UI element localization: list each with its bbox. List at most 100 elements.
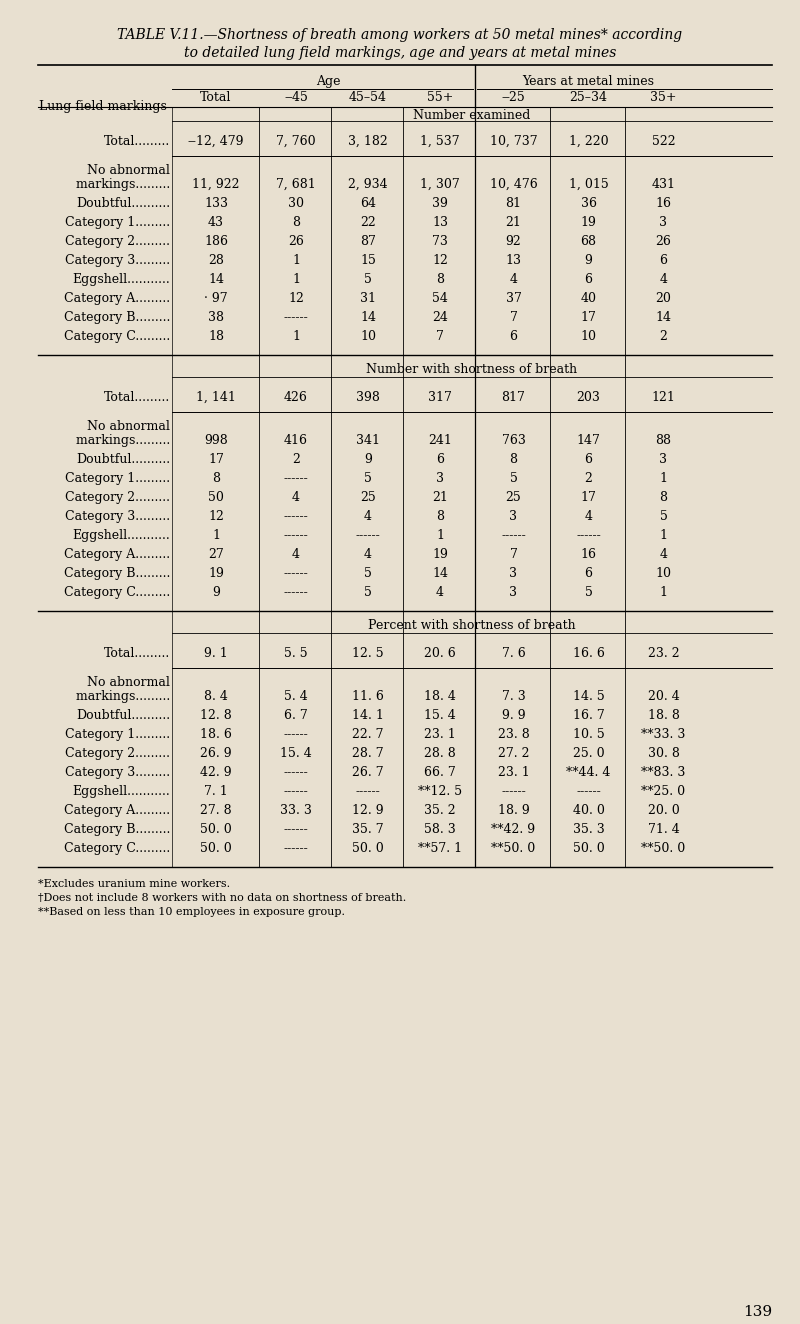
Text: 10: 10 bbox=[581, 330, 597, 343]
Text: Lung field markings: Lung field markings bbox=[39, 101, 167, 113]
Text: 20. 6: 20. 6 bbox=[424, 647, 456, 659]
Text: **33. 3: **33. 3 bbox=[642, 728, 686, 741]
Text: 28. 7: 28. 7 bbox=[352, 747, 384, 760]
Text: Eggshell...........: Eggshell........... bbox=[72, 785, 170, 798]
Text: 39: 39 bbox=[432, 197, 448, 211]
Text: 431: 431 bbox=[651, 177, 675, 191]
Text: 8: 8 bbox=[510, 453, 518, 466]
Text: 12. 5: 12. 5 bbox=[352, 647, 384, 659]
Text: 4: 4 bbox=[292, 548, 300, 561]
Text: 998: 998 bbox=[204, 434, 228, 448]
Text: 13: 13 bbox=[506, 254, 522, 267]
Text: markings.........: markings......... bbox=[68, 690, 170, 703]
Text: 23. 1: 23. 1 bbox=[424, 728, 456, 741]
Text: ------: ------ bbox=[284, 587, 308, 598]
Text: 14. 1: 14. 1 bbox=[352, 708, 384, 722]
Text: 12. 9: 12. 9 bbox=[352, 804, 384, 817]
Text: 87: 87 bbox=[360, 234, 376, 248]
Text: **42. 9: **42. 9 bbox=[491, 824, 535, 835]
Text: **57. 1: **57. 1 bbox=[418, 842, 462, 855]
Text: Category A.........: Category A......... bbox=[64, 804, 170, 817]
Text: 1: 1 bbox=[292, 254, 300, 267]
Text: 27. 8: 27. 8 bbox=[200, 804, 232, 817]
Text: 40. 0: 40. 0 bbox=[573, 804, 605, 817]
Text: Eggshell...........: Eggshell........... bbox=[72, 273, 170, 286]
Text: 30. 8: 30. 8 bbox=[647, 747, 679, 760]
Text: 26. 7: 26. 7 bbox=[352, 767, 384, 779]
Text: 50. 0: 50. 0 bbox=[352, 842, 384, 855]
Text: 6. 7: 6. 7 bbox=[284, 708, 308, 722]
Text: 18. 8: 18. 8 bbox=[647, 708, 679, 722]
Text: ------: ------ bbox=[284, 530, 308, 542]
Text: 19: 19 bbox=[208, 567, 224, 580]
Text: 25: 25 bbox=[506, 491, 522, 504]
Text: 9: 9 bbox=[212, 587, 220, 598]
Text: 43: 43 bbox=[208, 216, 224, 229]
Text: 16. 6: 16. 6 bbox=[573, 647, 605, 659]
Text: **12. 5: **12. 5 bbox=[418, 785, 462, 798]
Text: 1, 141: 1, 141 bbox=[196, 391, 236, 404]
Text: 1: 1 bbox=[659, 530, 667, 542]
Text: 10, 476: 10, 476 bbox=[490, 177, 538, 191]
Text: ------: ------ bbox=[501, 530, 526, 542]
Text: 17: 17 bbox=[208, 453, 224, 466]
Text: 27: 27 bbox=[208, 548, 224, 561]
Text: ------: ------ bbox=[284, 785, 308, 798]
Text: 522: 522 bbox=[652, 135, 675, 148]
Text: 416: 416 bbox=[284, 434, 308, 448]
Text: 7, 760: 7, 760 bbox=[276, 135, 316, 148]
Text: 2: 2 bbox=[292, 453, 300, 466]
Text: 58. 3: 58. 3 bbox=[424, 824, 456, 835]
Text: 23. 8: 23. 8 bbox=[498, 728, 530, 741]
Text: 4: 4 bbox=[364, 548, 372, 561]
Text: 1: 1 bbox=[292, 273, 300, 286]
Text: 1, 537: 1, 537 bbox=[420, 135, 460, 148]
Text: ------: ------ bbox=[284, 728, 308, 741]
Text: 10: 10 bbox=[360, 330, 376, 343]
Text: †Does not include 8 workers with no data on shortness of breath.: †Does not include 8 workers with no data… bbox=[38, 892, 406, 903]
Text: 14. 5: 14. 5 bbox=[573, 690, 604, 703]
Text: 23. 2: 23. 2 bbox=[648, 647, 679, 659]
Text: 1: 1 bbox=[659, 471, 667, 485]
Text: 18. 9: 18. 9 bbox=[498, 804, 530, 817]
Text: 7. 1: 7. 1 bbox=[204, 785, 228, 798]
Text: Category C.........: Category C......... bbox=[64, 330, 170, 343]
Text: 5: 5 bbox=[364, 587, 372, 598]
Text: · 97: · 97 bbox=[204, 293, 228, 305]
Text: 17: 17 bbox=[581, 311, 597, 324]
Text: Category 3.........: Category 3......... bbox=[65, 510, 170, 523]
Text: 12: 12 bbox=[432, 254, 448, 267]
Text: 35. 3: 35. 3 bbox=[573, 824, 604, 835]
Text: Doubtful..........: Doubtful.......... bbox=[76, 453, 170, 466]
Text: Category A.........: Category A......... bbox=[64, 293, 170, 305]
Text: 14: 14 bbox=[208, 273, 224, 286]
Text: 5: 5 bbox=[585, 587, 593, 598]
Text: 4: 4 bbox=[585, 510, 593, 523]
Text: 21: 21 bbox=[506, 216, 522, 229]
Text: 5: 5 bbox=[364, 273, 372, 286]
Text: Category C.........: Category C......... bbox=[64, 587, 170, 598]
Text: 37: 37 bbox=[506, 293, 522, 305]
Text: 14: 14 bbox=[655, 311, 671, 324]
Text: ‒12, 479: ‒12, 479 bbox=[188, 135, 244, 148]
Text: ------: ------ bbox=[284, 311, 308, 324]
Text: 50. 0: 50. 0 bbox=[200, 824, 232, 835]
Text: Category 3.........: Category 3......... bbox=[65, 254, 170, 267]
Text: **25. 0: **25. 0 bbox=[642, 785, 686, 798]
Text: 50. 0: 50. 0 bbox=[200, 842, 232, 855]
Text: 17: 17 bbox=[581, 491, 597, 504]
Text: 21: 21 bbox=[432, 491, 448, 504]
Text: 16. 7: 16. 7 bbox=[573, 708, 604, 722]
Text: 2: 2 bbox=[585, 471, 593, 485]
Text: 71. 4: 71. 4 bbox=[648, 824, 679, 835]
Text: 3: 3 bbox=[659, 453, 667, 466]
Text: 35. 7: 35. 7 bbox=[352, 824, 384, 835]
Text: 12: 12 bbox=[208, 510, 224, 523]
Text: Category C.........: Category C......... bbox=[64, 842, 170, 855]
Text: **Based on less than 10 employees in exposure group.: **Based on less than 10 employees in exp… bbox=[38, 907, 345, 918]
Text: 12. 8: 12. 8 bbox=[200, 708, 232, 722]
Text: 9: 9 bbox=[585, 254, 593, 267]
Text: 3: 3 bbox=[510, 510, 518, 523]
Text: **83. 3: **83. 3 bbox=[642, 767, 686, 779]
Text: 5: 5 bbox=[364, 567, 372, 580]
